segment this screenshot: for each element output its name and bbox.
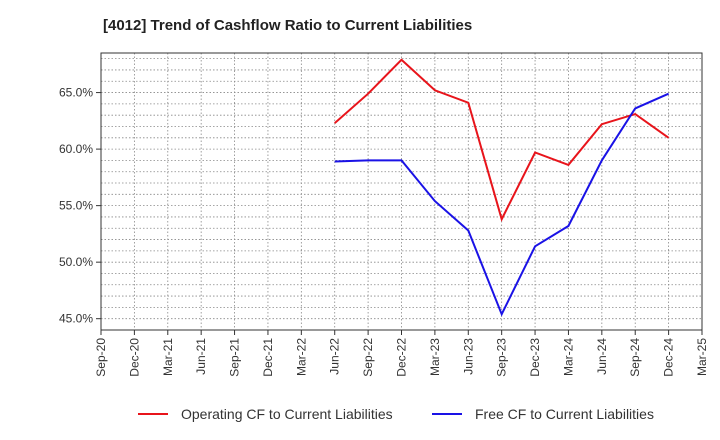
y-tick-label: 50.0% — [59, 255, 93, 269]
x-tick-label: Mar-22 — [294, 338, 308, 376]
x-tick-label: Jun-23 — [461, 338, 475, 375]
y-tick-label: 45.0% — [59, 312, 93, 326]
x-tick-label: Jun-24 — [595, 338, 609, 375]
x-tick-label: Mar-24 — [561, 338, 575, 376]
x-axis: Sep-20 Dec-20 Mar-21 Jun-21 Sep-21 Dec-21 Mar-… — [94, 330, 709, 377]
y-tick-label: 60.0% — [59, 142, 93, 156]
x-tick-label: Jun-22 — [328, 338, 342, 375]
x-tick-label: Sep-23 — [495, 338, 509, 377]
chart-title: [4012] Trend of Cashflow Ratio to Curren… — [103, 17, 472, 34]
y-axis: 45.0% 50.0% 55.0% 60.0% 65.0% — [59, 86, 101, 326]
x-tick-label: Jun-21 — [194, 338, 208, 375]
x-tick-label: Mar-25 — [695, 338, 709, 376]
y-tick-label: 65.0% — [59, 86, 93, 100]
x-tick-label: Dec-22 — [395, 338, 409, 377]
x-tick-label: Sep-24 — [628, 338, 642, 377]
legend-label-0: Operating CF to Current Liabilities — [181, 406, 393, 422]
series-line-1 — [334, 92, 670, 317]
x-tick-label: Dec-21 — [261, 338, 275, 377]
x-tick-label: Sep-22 — [361, 338, 375, 377]
legend: Operating CF to Current Liabilities Free … — [138, 406, 654, 422]
x-tick-label: Mar-23 — [428, 338, 442, 376]
series-layer — [334, 58, 670, 317]
series-line-0 — [334, 58, 670, 222]
x-tick-label: Dec-20 — [127, 338, 141, 377]
x-tick-label: Dec-24 — [662, 338, 676, 377]
x-tick-label: Sep-21 — [228, 338, 242, 377]
y-tick-label: 55.0% — [59, 199, 93, 213]
legend-label-1: Free CF to Current Liabilities — [475, 406, 654, 422]
grid — [101, 53, 702, 331]
x-tick-label: Mar-21 — [161, 338, 175, 376]
x-tick-label: Dec-23 — [528, 338, 542, 377]
x-tick-label: Sep-20 — [94, 338, 108, 377]
